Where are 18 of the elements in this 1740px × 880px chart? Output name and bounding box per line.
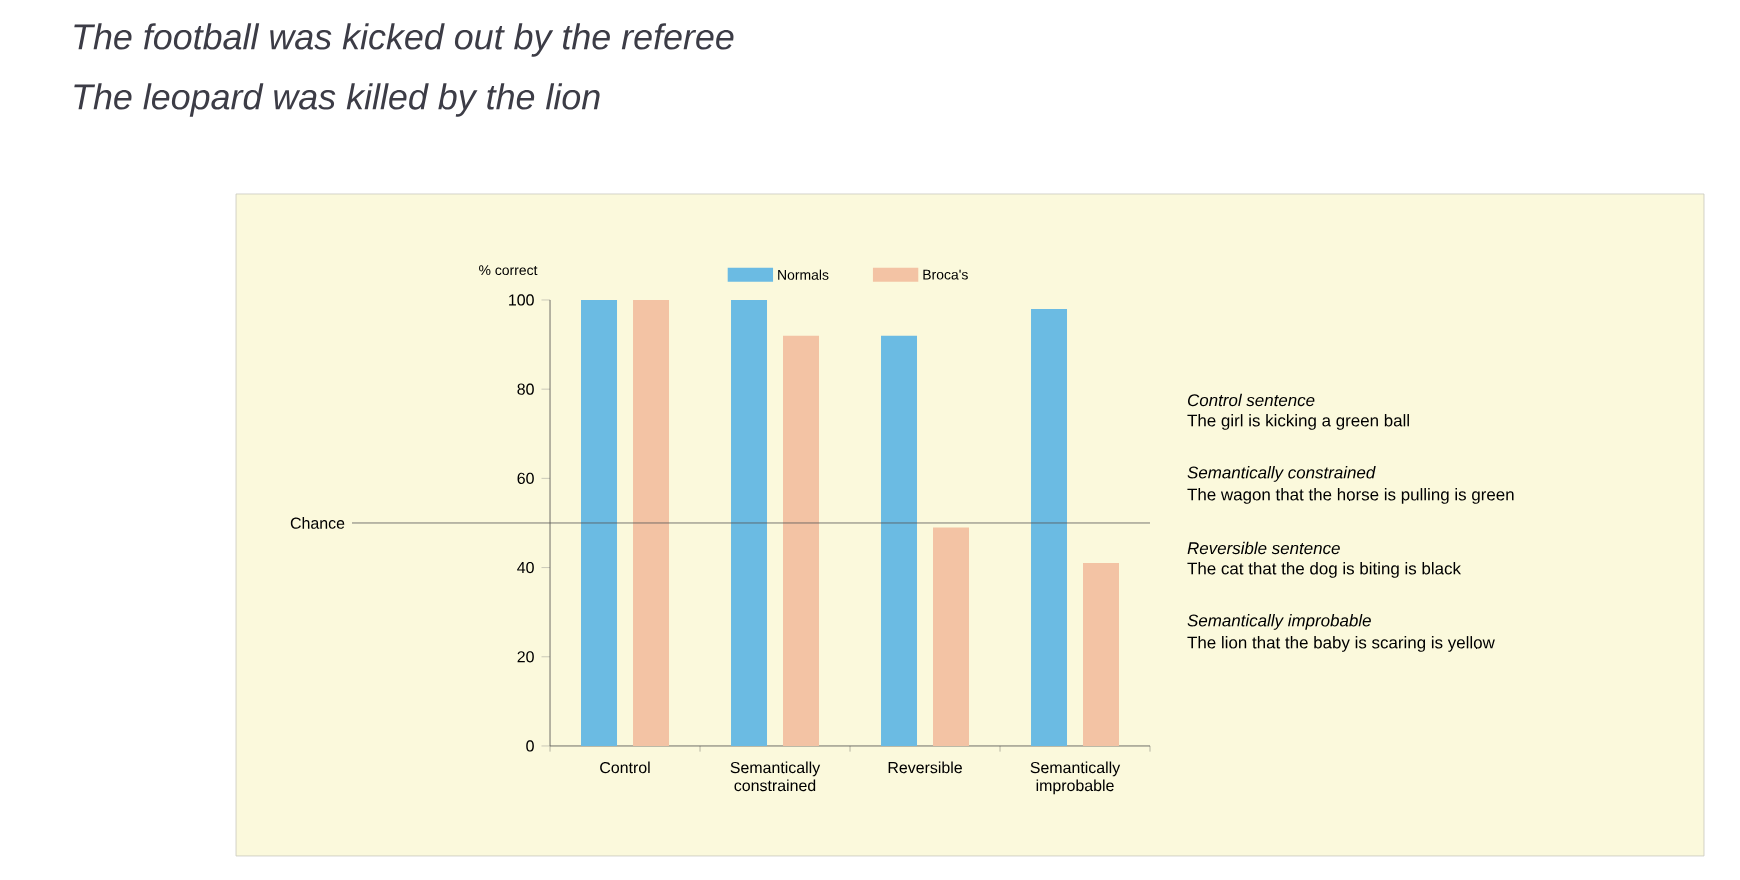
text: Reversible sentence <box>1187 541 1340 555</box>
bar <box>581 299 618 746</box>
bar <box>1031 308 1068 746</box>
text: The wagon that the horse is pulling is green <box>1187 488 1514 504</box>
bar <box>1083 563 1120 746</box>
text: The cat that the dog is biting is black <box>1187 562 1461 578</box>
bar <box>731 299 768 746</box>
bar <box>881 335 918 746</box>
bar <box>633 299 670 746</box>
bar <box>933 527 970 746</box>
text: Semantically improbable <box>1187 614 1371 630</box>
text: The girl is kicking a green ball <box>1187 414 1409 430</box>
text: The football was kicked out by the referee <box>74 23 734 57</box>
text: The leopard was killed by the lion <box>74 83 600 117</box>
text: Control sentence <box>1187 393 1315 407</box>
bar <box>783 335 820 746</box>
text: Semantically constrained <box>1187 466 1376 482</box>
text: The lion that the baby is scaring is yellow <box>1187 636 1495 652</box>
